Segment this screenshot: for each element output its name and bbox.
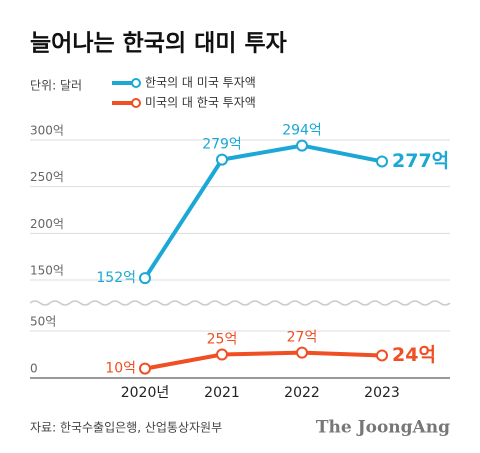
x-tick-label: 2020년	[121, 385, 170, 401]
chart-title: 늘어나는 한국의 대미 투자	[30, 31, 287, 57]
axis-break	[29, 300, 451, 306]
legend-label: 한국의 대 미국 투자액	[145, 76, 256, 90]
y-tick-label: 300억	[30, 124, 64, 138]
data-point	[216, 153, 228, 166]
data-point	[216, 348, 228, 361]
data-point	[296, 139, 308, 152]
x-tick-label: 2023	[364, 385, 400, 401]
data-label: 277억	[392, 150, 449, 172]
data-label: 24억	[392, 344, 436, 366]
source: 자료: 한국수출입은행, 산업통상자원부	[30, 420, 222, 435]
series-line	[144, 350, 383, 371]
legend-marker	[131, 98, 141, 108]
x-tick-label: 2021	[204, 385, 240, 401]
y-tick-label: 50억	[30, 315, 56, 329]
data-label: 152억	[96, 270, 136, 286]
y-tick-label: 200억	[30, 217, 64, 231]
unit-note: 단위: 달러	[30, 79, 82, 93]
legend-marker	[131, 78, 141, 88]
brand: The JoongAng	[316, 418, 450, 438]
y-tick-label: 150억	[30, 264, 64, 278]
data-point	[376, 349, 388, 362]
x-tick-label: 2022	[284, 385, 320, 401]
legend-label: 미국의 대 한국 투자액	[145, 96, 256, 110]
data-point	[376, 155, 388, 168]
series-line	[143, 143, 383, 280]
data-label: 10억	[105, 361, 136, 377]
y-tick-label: 250억	[30, 170, 64, 184]
data-point	[296, 346, 308, 359]
data-label: 25억	[207, 332, 238, 348]
data-label: 279억	[202, 137, 242, 153]
data-label: 27억	[287, 330, 318, 346]
data-point	[139, 272, 151, 285]
data-point	[139, 362, 151, 375]
data-label: 294억	[282, 123, 322, 139]
y-tick-label: 0	[30, 362, 38, 376]
